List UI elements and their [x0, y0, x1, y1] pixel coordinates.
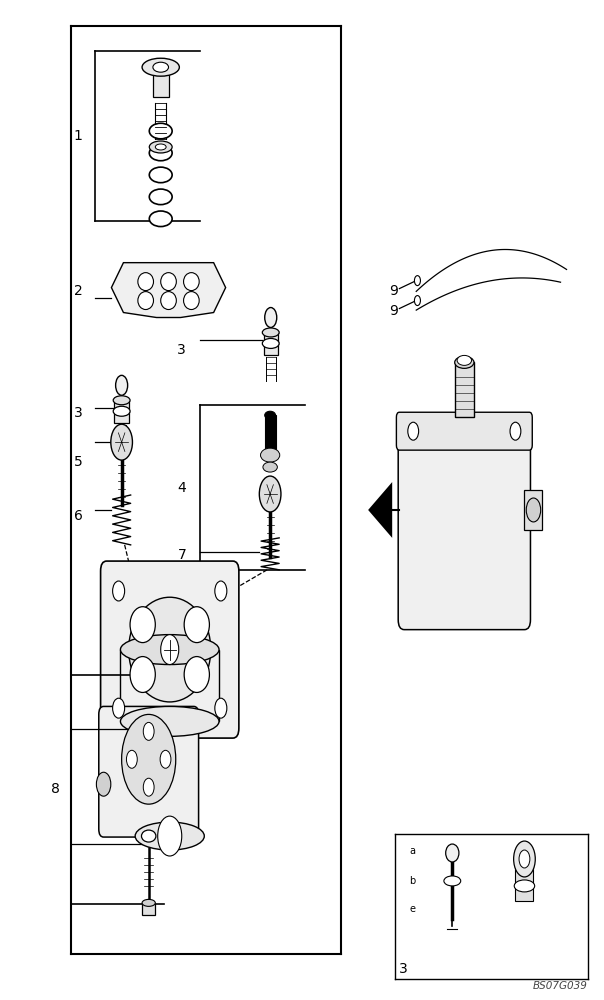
- Text: 8: 8: [51, 782, 60, 796]
- Text: BS07G039: BS07G039: [533, 981, 588, 991]
- Ellipse shape: [115, 375, 127, 395]
- Circle shape: [526, 498, 541, 522]
- Ellipse shape: [149, 189, 172, 205]
- Bar: [263, 332, 278, 355]
- Text: 3: 3: [399, 962, 407, 976]
- Text: 3: 3: [74, 406, 83, 420]
- Ellipse shape: [455, 356, 474, 368]
- Ellipse shape: [149, 123, 172, 139]
- Circle shape: [158, 816, 182, 856]
- Circle shape: [126, 750, 137, 768]
- Ellipse shape: [265, 308, 277, 327]
- Bar: [524, 490, 542, 530]
- Circle shape: [111, 424, 132, 460]
- Bar: [120, 650, 219, 721]
- Polygon shape: [111, 263, 226, 318]
- Ellipse shape: [262, 328, 279, 337]
- Circle shape: [97, 772, 111, 796]
- Circle shape: [143, 778, 154, 796]
- Circle shape: [414, 296, 420, 306]
- Text: a: a: [409, 846, 415, 856]
- Circle shape: [112, 581, 124, 601]
- Ellipse shape: [161, 292, 176, 310]
- Text: 9: 9: [390, 284, 398, 298]
- Ellipse shape: [260, 448, 280, 462]
- Text: 7: 7: [178, 548, 186, 562]
- Bar: [265, 415, 275, 450]
- Text: c: c: [521, 854, 527, 864]
- Ellipse shape: [120, 635, 219, 665]
- Bar: [142, 903, 155, 915]
- FancyBboxPatch shape: [398, 435, 530, 630]
- Circle shape: [215, 698, 227, 718]
- Ellipse shape: [263, 462, 277, 472]
- Ellipse shape: [184, 657, 210, 692]
- Text: 3: 3: [178, 343, 186, 357]
- Ellipse shape: [457, 355, 472, 365]
- FancyBboxPatch shape: [99, 706, 199, 837]
- Ellipse shape: [161, 273, 176, 291]
- Ellipse shape: [514, 880, 535, 892]
- Ellipse shape: [149, 167, 172, 183]
- Ellipse shape: [130, 607, 155, 643]
- Ellipse shape: [446, 844, 459, 862]
- Polygon shape: [368, 482, 392, 538]
- Circle shape: [143, 722, 154, 740]
- Ellipse shape: [149, 145, 172, 161]
- Bar: [455, 362, 474, 417]
- Circle shape: [112, 698, 124, 718]
- Text: 5: 5: [74, 455, 83, 469]
- FancyBboxPatch shape: [101, 561, 239, 738]
- Bar: [153, 67, 169, 97]
- Ellipse shape: [141, 830, 156, 842]
- Text: 2: 2: [74, 284, 83, 298]
- Ellipse shape: [265, 411, 275, 419]
- Circle shape: [414, 276, 420, 286]
- Circle shape: [161, 635, 179, 665]
- Ellipse shape: [149, 211, 172, 227]
- Circle shape: [513, 841, 535, 877]
- Text: e: e: [409, 904, 415, 914]
- Ellipse shape: [184, 292, 199, 310]
- Ellipse shape: [135, 822, 204, 850]
- Circle shape: [259, 476, 281, 512]
- Ellipse shape: [444, 876, 461, 886]
- Ellipse shape: [184, 273, 199, 291]
- Ellipse shape: [130, 657, 155, 692]
- Ellipse shape: [262, 338, 279, 348]
- Ellipse shape: [155, 144, 166, 150]
- Circle shape: [215, 581, 227, 601]
- Text: 9: 9: [390, 304, 398, 318]
- Ellipse shape: [113, 396, 130, 405]
- Ellipse shape: [113, 406, 130, 416]
- Ellipse shape: [142, 899, 155, 906]
- Text: d: d: [521, 886, 527, 896]
- Ellipse shape: [138, 292, 153, 310]
- Ellipse shape: [138, 273, 153, 291]
- Ellipse shape: [142, 58, 179, 76]
- Ellipse shape: [184, 607, 210, 643]
- Circle shape: [408, 422, 419, 440]
- Text: 4: 4: [178, 481, 186, 495]
- Circle shape: [160, 750, 171, 768]
- Bar: [515, 859, 533, 901]
- Text: 6: 6: [74, 509, 83, 523]
- Bar: [114, 400, 129, 423]
- Circle shape: [510, 422, 521, 440]
- FancyBboxPatch shape: [396, 412, 532, 450]
- Ellipse shape: [120, 706, 219, 736]
- Circle shape: [121, 714, 176, 804]
- Ellipse shape: [129, 597, 211, 702]
- Text: b: b: [409, 876, 416, 886]
- Ellipse shape: [153, 62, 169, 72]
- Text: 1: 1: [74, 129, 83, 143]
- Ellipse shape: [149, 141, 172, 153]
- Circle shape: [519, 850, 530, 868]
